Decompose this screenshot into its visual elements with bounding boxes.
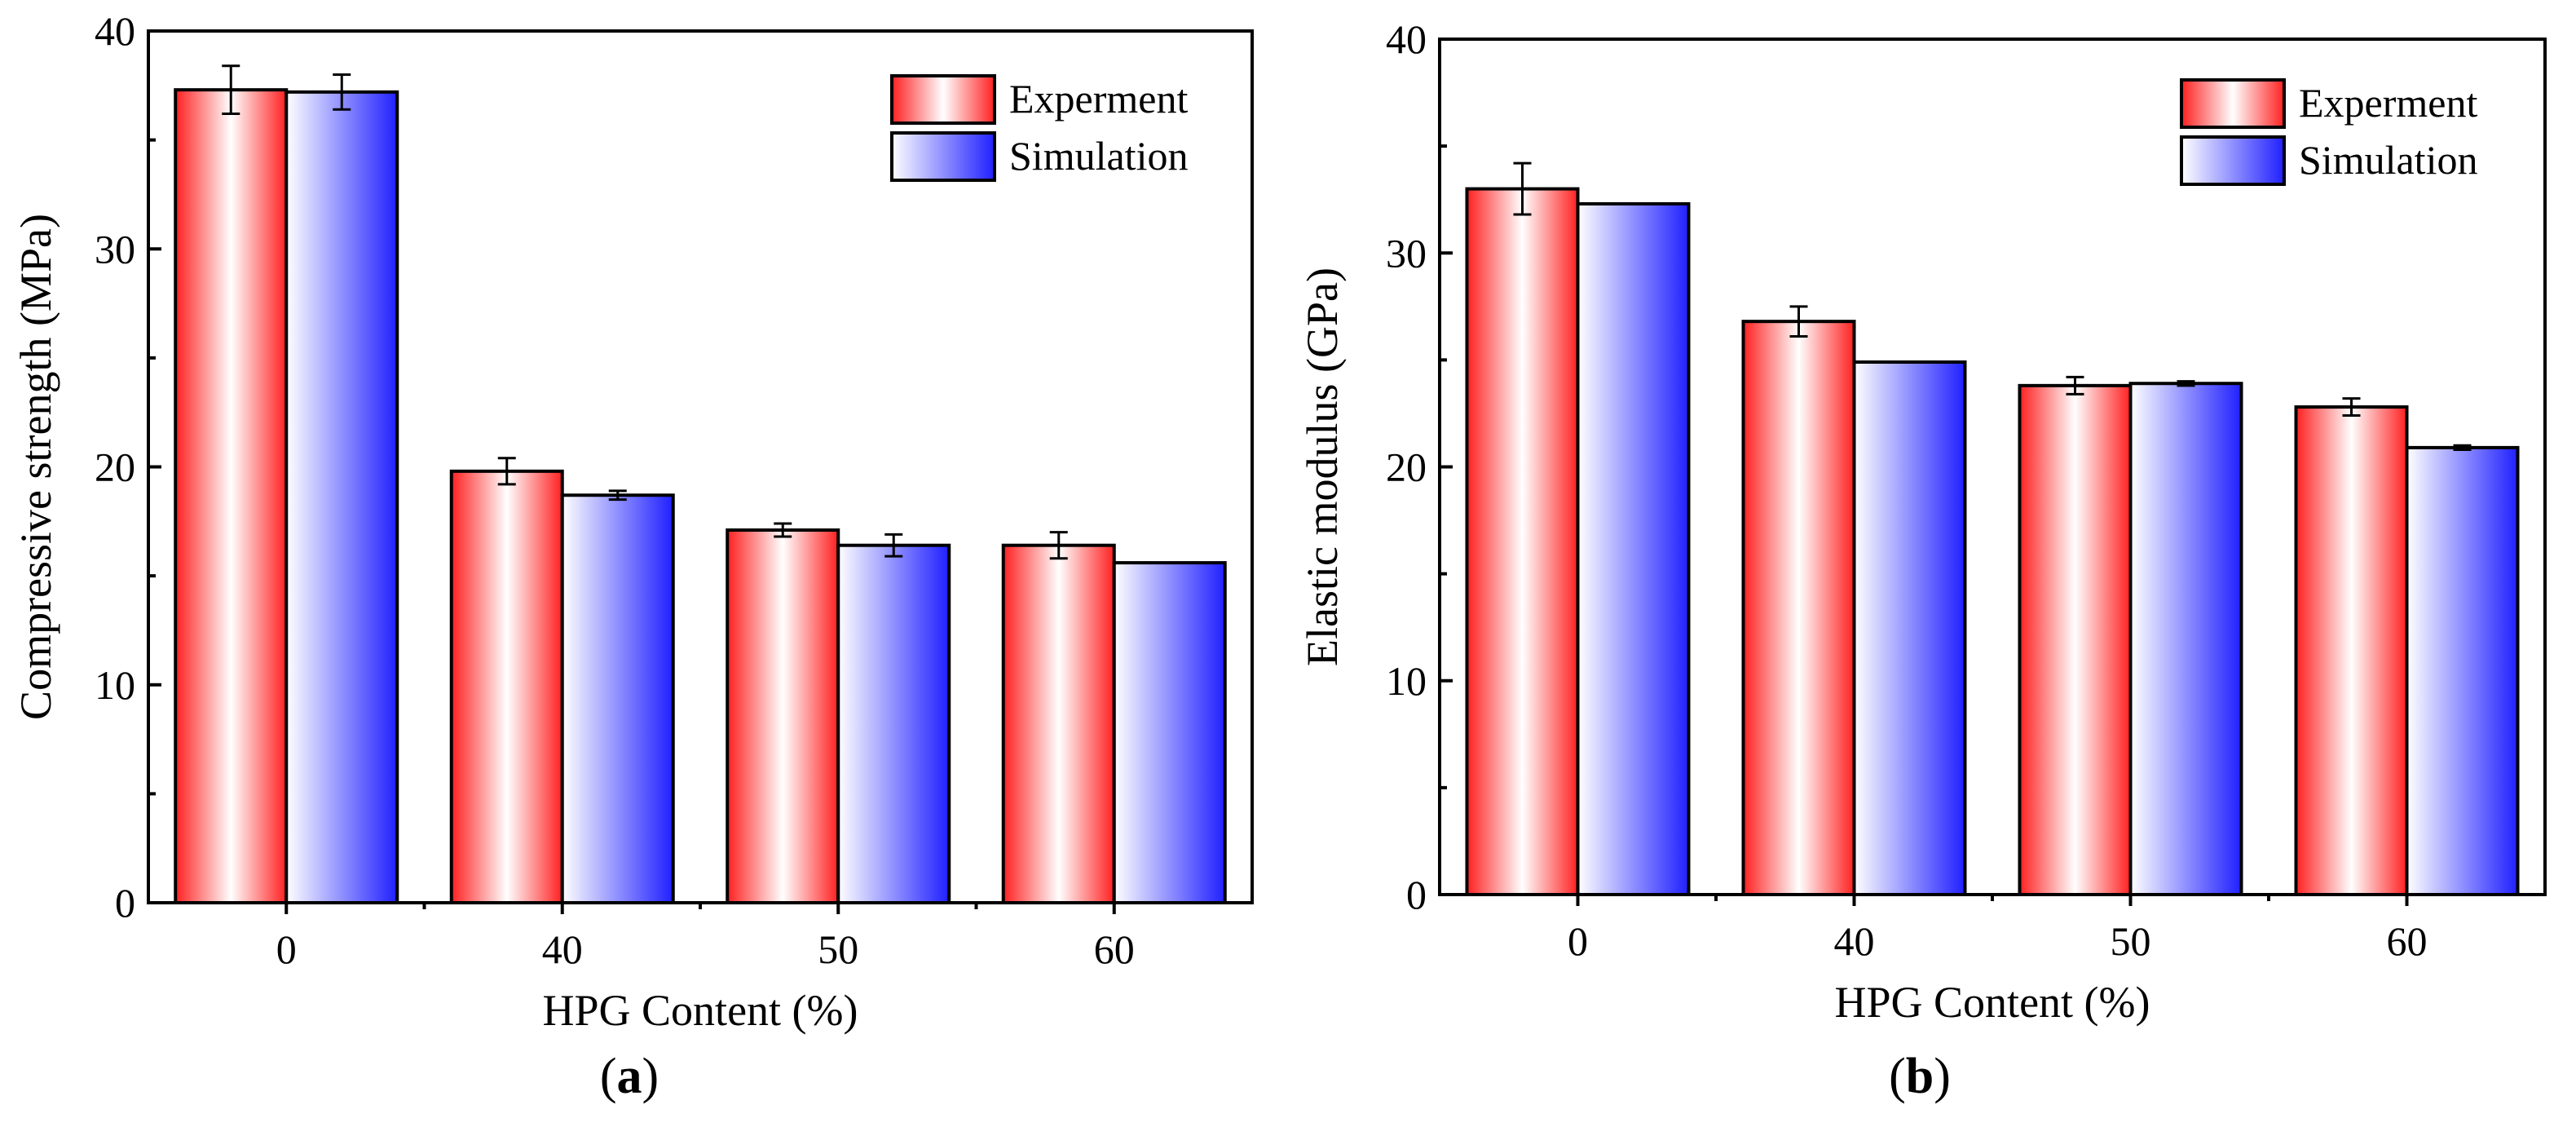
bar-simulation (1852, 360, 1967, 896)
y-tick-label: 10 (95, 662, 135, 708)
legend-label-experiment: Experment (1009, 76, 1188, 122)
bar-experiment (449, 469, 564, 904)
legend: Experment Simulation (2180, 78, 2477, 186)
legend-label-simulation: Simulation (2299, 137, 2477, 183)
bar-simulation (560, 493, 675, 904)
bar-experiment (1001, 543, 1116, 905)
bar-experiment (1465, 187, 1580, 896)
legend-label-simulation: Simulation (1009, 133, 1188, 179)
bar-simulation (2405, 445, 2520, 896)
x-tick-label: 0 (276, 926, 297, 972)
x-tick-label: 40 (1834, 918, 1875, 964)
bar-simulation (1112, 561, 1227, 905)
bar-simulation (1576, 201, 1691, 896)
x-tick-label: 50 (2111, 918, 2151, 964)
x-axis-title: HPG Content (%) (1835, 978, 2150, 1027)
y-tick-label: 40 (95, 8, 135, 54)
bar-experiment (1741, 320, 1856, 897)
x-tick-label: 60 (1094, 926, 1135, 972)
y-tick-label: 40 (1386, 16, 1427, 62)
legend-swatch-experiment (890, 74, 996, 125)
bar-experiment (2018, 383, 2133, 897)
y-axis-title: Elastic modulus (GPa) (1298, 267, 1347, 666)
panel-label-b: (b) (1889, 1049, 1951, 1104)
x-tick-label: 50 (818, 926, 858, 972)
x-tick-label: 60 (2387, 918, 2428, 964)
x-tick-label: 40 (542, 926, 583, 972)
y-tick-label: 20 (1386, 444, 1427, 490)
chart-panel-b: 0 10 20 30 40 0 40 50 60 HPG Content (%) Elastic m… (1298, 16, 2547, 1027)
bar-experiment (2294, 405, 2409, 896)
y-axis-title: Compressive strength (MPa) (11, 214, 60, 720)
panel-label-a: (a) (600, 1049, 659, 1104)
legend-swatch-simulation (2180, 135, 2286, 186)
y-tick-label: 10 (1386, 658, 1427, 704)
bar-experiment (174, 88, 289, 905)
y-tick-label: 30 (95, 226, 135, 272)
bar-experiment (726, 528, 840, 904)
bar-simulation (285, 90, 399, 904)
bar-simulation (2128, 382, 2243, 897)
legend-label-experiment: Experment (2299, 80, 2477, 126)
y-tick-label: 0 (1406, 872, 1427, 917)
x-tick-label: 0 (1568, 918, 1588, 964)
y-tick-label: 0 (115, 880, 135, 926)
legend-swatch-experiment (2180, 78, 2286, 129)
chart-panel-a: 0 10 20 30 40 0 40 50 60 HPG Content (%) Compressi… (11, 8, 1254, 1035)
x-axis-title: HPG Content (%) (543, 986, 858, 1035)
legend-swatch-simulation (890, 131, 996, 182)
y-tick-label: 20 (95, 444, 135, 490)
bar-simulation (836, 543, 951, 905)
legend: Experment Simulation (890, 74, 1188, 182)
y-tick-label: 30 (1386, 230, 1427, 276)
